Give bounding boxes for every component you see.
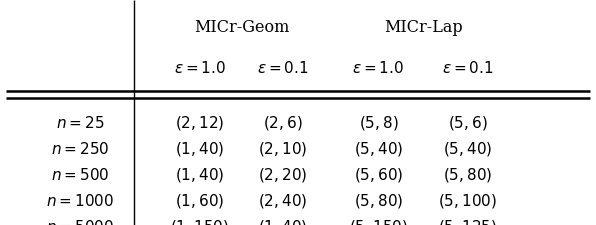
Text: $(2, 10)$: $(2, 10)$	[259, 140, 308, 158]
Text: $(5, 6)$: $(5, 6)$	[448, 114, 488, 132]
Text: $(2, 12)$: $(2, 12)$	[175, 114, 224, 132]
Text: $(5, 80)$: $(5, 80)$	[443, 165, 492, 183]
Text: $(1, 60)$: $(1, 60)$	[175, 191, 224, 209]
Text: $(2, 20)$: $(2, 20)$	[259, 165, 308, 183]
Text: $n = 250$: $n = 250$	[51, 141, 110, 156]
Text: $\epsilon = 0.1$: $\epsilon = 0.1$	[257, 60, 309, 75]
Text: $(5, 8)$: $(5, 8)$	[359, 114, 398, 132]
Text: $(2, 6)$: $(2, 6)$	[263, 114, 303, 132]
Text: $(5, 40)$: $(5, 40)$	[354, 140, 403, 158]
Text: $n = 1000$: $n = 1000$	[46, 192, 114, 208]
Text: MICr-Lap: MICr-Lap	[384, 18, 462, 36]
Text: $(5, 80)$: $(5, 80)$	[354, 191, 403, 209]
Text: $(1, 150)$: $(1, 150)$	[170, 217, 229, 225]
Text: $(5, 60)$: $(5, 60)$	[354, 165, 403, 183]
Text: $n = 500$: $n = 500$	[51, 166, 110, 182]
Text: $(5, 150)$: $(5, 150)$	[349, 217, 408, 225]
Text: $(1, 40)$: $(1, 40)$	[175, 165, 224, 183]
Text: $\epsilon = 0.1$: $\epsilon = 0.1$	[442, 60, 493, 75]
Text: $(5, 100)$: $(5, 100)$	[438, 191, 498, 209]
Text: $(1, 40)$: $(1, 40)$	[175, 140, 224, 158]
Text: $\epsilon = 1.0$: $\epsilon = 1.0$	[173, 60, 226, 75]
Text: $\epsilon = 1.0$: $\epsilon = 1.0$	[352, 60, 405, 75]
Text: $n = 25$: $n = 25$	[56, 115, 105, 130]
Text: $(2, 40)$: $(2, 40)$	[259, 191, 308, 209]
Text: $n = 5000$: $n = 5000$	[46, 218, 114, 225]
Text: $(5, 40)$: $(5, 40)$	[443, 140, 492, 158]
Text: MICr-Geom: MICr-Geom	[194, 18, 289, 36]
Text: $(5, 125)$: $(5, 125)$	[438, 217, 498, 225]
Text: $(1, 40)$: $(1, 40)$	[259, 217, 308, 225]
